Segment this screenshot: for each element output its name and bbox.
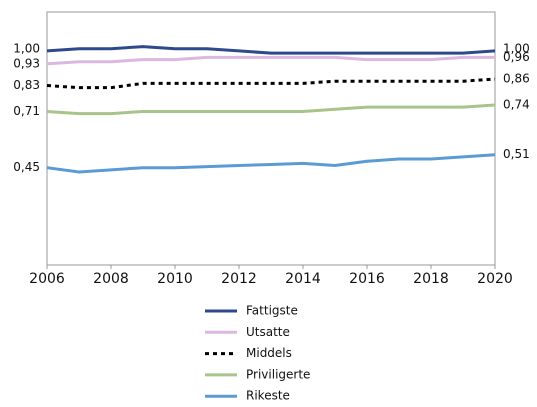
plot-frame — [46, 11, 496, 266]
x-tick-label: 2008 — [93, 271, 129, 287]
series-line — [46, 45, 496, 55]
legend-label: Priviligerte — [246, 367, 310, 381]
x-tick-label: 2006 — [29, 271, 65, 287]
y2-tick-label: 0,96 — [503, 50, 530, 64]
y-tick-label: 0,93 — [13, 56, 40, 70]
series-line — [46, 55, 495, 66]
x-tick-label: 2020 — [477, 271, 513, 287]
legend-label: Rikeste — [246, 389, 290, 403]
x-tick-label: 2014 — [285, 271, 321, 287]
x-tick-label: 2012 — [221, 271, 257, 287]
y2-tick-label: 0,86 — [503, 72, 530, 86]
y-tick-label: 1,00 — [13, 41, 40, 55]
legend-label: Fattigste — [246, 304, 298, 318]
legend-label: Middels — [246, 346, 292, 360]
series-line — [46, 153, 496, 174]
legend-label: Utsatte — [246, 325, 290, 339]
series-line — [46, 77, 496, 90]
y2-tick-label: 0,74 — [503, 97, 530, 111]
series-line — [46, 103, 496, 116]
y-tick-label: 0,71 — [13, 104, 40, 118]
y-tick-label: 0,83 — [13, 78, 40, 92]
x-tick-label: 2016 — [349, 271, 385, 287]
x-tick-label: 2018 — [413, 271, 449, 287]
y-tick-label: 0,45 — [13, 160, 40, 174]
y2-tick-label: 1,00 — [503, 41, 530, 55]
x-tick-label: 2010 — [157, 271, 193, 287]
y2-tick-label: 0,51 — [503, 147, 530, 161]
